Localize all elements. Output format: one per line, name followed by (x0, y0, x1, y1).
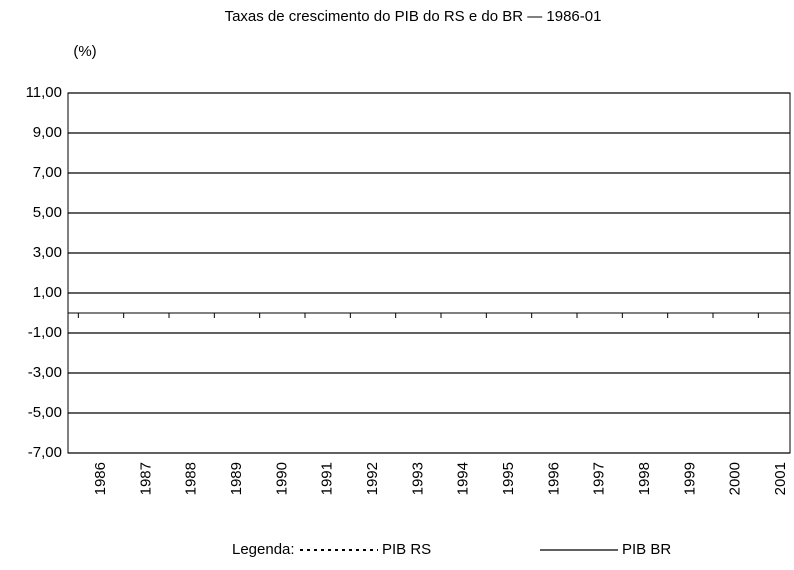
x-tick-label: 1987 (137, 462, 154, 495)
x-tick-label: 1995 (500, 462, 517, 495)
y-tick-label: 1,00 (33, 284, 62, 301)
legend-label: PIB BR (622, 541, 671, 558)
x-tick-label: 2001 (772, 462, 789, 495)
x-tick-label: 1998 (636, 462, 653, 495)
x-tick-label: 1999 (681, 462, 698, 495)
y-tick-label: -1,00 (28, 324, 62, 341)
x-tick-label: 1989 (228, 462, 245, 495)
x-tick-label: 1988 (183, 462, 200, 495)
x-tick-label: 1993 (409, 462, 426, 495)
x-tick-label: 1997 (591, 462, 608, 495)
y-tick-label: -5,00 (28, 404, 62, 421)
x-tick-label: 2000 (727, 462, 744, 495)
y-tick-label: 5,00 (33, 204, 62, 221)
y-tick-label: 7,00 (33, 164, 62, 181)
legend-title: Legenda: (232, 541, 295, 558)
plot-frame (67, 92, 791, 454)
x-tick-label: 1990 (273, 462, 290, 495)
y-tick-label: -3,00 (28, 364, 62, 381)
y-tick-label: 11,00 (26, 84, 62, 101)
x-tick-label: 1996 (545, 462, 562, 495)
x-tick-label: 1991 (319, 462, 336, 495)
x-tick-label: 1994 (455, 462, 472, 495)
y-tick-label: -7,00 (28, 444, 62, 461)
x-tick-label: 1992 (364, 462, 381, 495)
legend-label: PIB RS (382, 541, 431, 558)
y-axis-label: (%) (73, 43, 96, 60)
y-tick-label: 9,00 (33, 124, 62, 141)
x-tick-label: 1986 (92, 462, 109, 495)
y-tick-label: 3,00 (33, 244, 62, 261)
chart-title: Taxas de crescimento do PIB do RS e do B… (225, 8, 602, 25)
